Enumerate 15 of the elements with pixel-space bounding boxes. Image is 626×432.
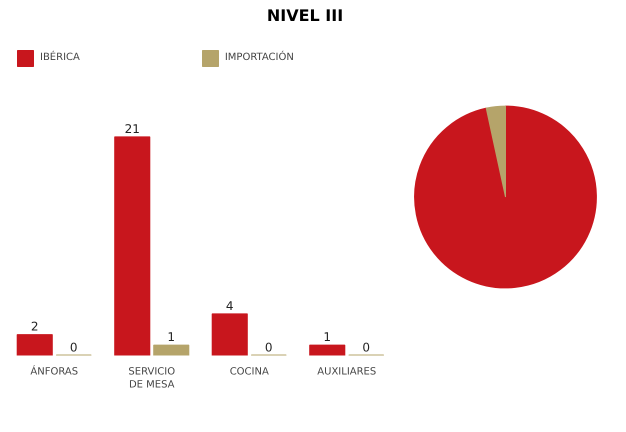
data-label: 0 bbox=[70, 340, 78, 354]
data-label: 2 bbox=[30, 320, 39, 334]
legend-label: IBÉRICA bbox=[40, 52, 80, 64]
x-tick-label: ÁNFORAS bbox=[30, 364, 78, 378]
data-label: 0 bbox=[362, 340, 370, 354]
legend-label: IMPORTACIÓN bbox=[224, 52, 294, 64]
x-tick-label: AUXILIARES bbox=[317, 366, 376, 378]
chart-title: NIVEL III bbox=[266, 5, 344, 27]
data-label: 1 bbox=[323, 330, 332, 344]
data-label: 1 bbox=[167, 330, 176, 344]
data-label: 4 bbox=[226, 298, 234, 313]
data-label: 0 bbox=[264, 340, 273, 354]
data-label: 21 bbox=[124, 122, 140, 136]
x-tick-label: SERVICIO DE MESA bbox=[128, 366, 176, 391]
x-tick-label: COCINA bbox=[230, 366, 269, 378]
